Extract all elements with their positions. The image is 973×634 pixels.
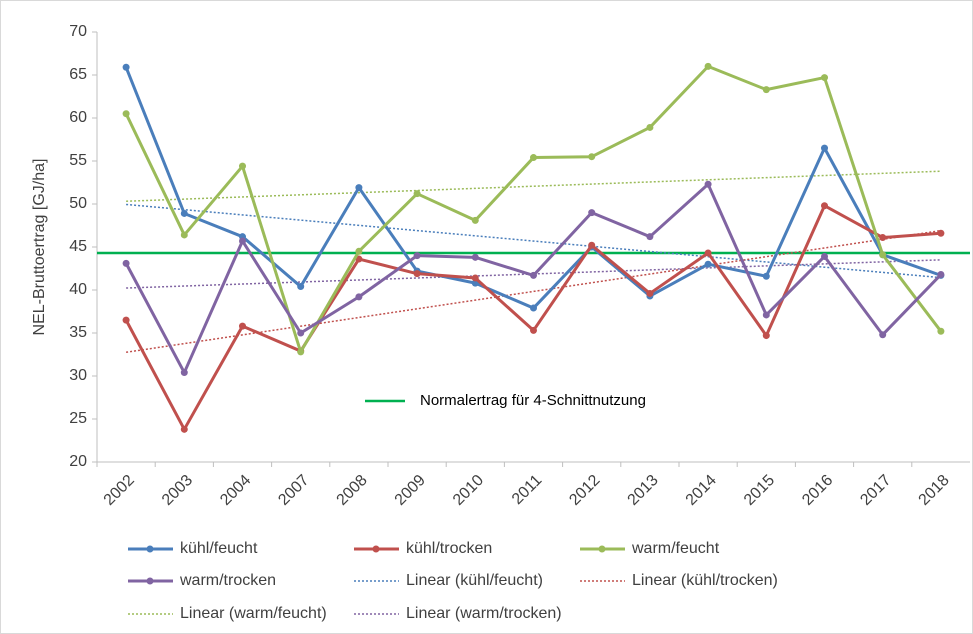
y-tick-label: 25 bbox=[69, 410, 87, 427]
data-point bbox=[122, 316, 130, 324]
data-point bbox=[239, 237, 246, 245]
data-point bbox=[122, 110, 130, 118]
data-point bbox=[180, 231, 188, 239]
y-tick-label: 50 bbox=[69, 195, 87, 212]
y-axis-label: NEL-Bruttoertrag [GJ/ha] bbox=[31, 159, 48, 336]
data-point bbox=[762, 272, 770, 280]
data-point bbox=[239, 322, 246, 330]
data-point bbox=[588, 153, 596, 161]
legend-label: kühl/trocken bbox=[406, 540, 492, 557]
data-point bbox=[937, 271, 945, 279]
data-point bbox=[530, 271, 537, 279]
reference-legend-label: Normalertrag für 4-Schnittnutzung bbox=[420, 392, 646, 409]
data-point bbox=[297, 329, 305, 337]
y-tick-label: 70 bbox=[69, 23, 87, 40]
data-point bbox=[704, 62, 712, 70]
legend-label: Linear (warm/trocken) bbox=[406, 605, 562, 622]
legend-marker bbox=[372, 545, 380, 553]
data-point bbox=[413, 252, 421, 260]
legend-marker bbox=[146, 545, 154, 553]
data-point bbox=[704, 180, 712, 188]
legend-label: Linear (kühl/trocken) bbox=[632, 572, 778, 589]
data-point bbox=[297, 348, 305, 356]
data-point bbox=[821, 144, 828, 152]
data-point bbox=[471, 253, 479, 261]
data-point bbox=[471, 216, 479, 224]
data-point bbox=[122, 259, 130, 267]
data-point bbox=[355, 184, 363, 192]
data-point bbox=[530, 304, 537, 312]
data-point bbox=[821, 252, 828, 260]
legend-label: Linear (kühl/feucht) bbox=[406, 572, 543, 589]
legend-label: warm/trocken bbox=[179, 572, 276, 589]
data-point bbox=[413, 270, 421, 278]
data-point bbox=[704, 249, 712, 257]
legend-marker bbox=[146, 577, 154, 585]
data-point bbox=[471, 274, 479, 282]
data-point bbox=[821, 202, 828, 210]
data-point bbox=[762, 311, 770, 319]
data-point bbox=[879, 331, 887, 339]
y-tick-label: 20 bbox=[69, 453, 87, 470]
trend-line bbox=[126, 203, 941, 279]
data-point bbox=[588, 209, 596, 217]
data-point bbox=[530, 154, 537, 162]
trend-line bbox=[125, 229, 942, 354]
data-point bbox=[355, 247, 363, 255]
data-point bbox=[413, 190, 421, 198]
data-point bbox=[180, 425, 188, 433]
data-point bbox=[879, 234, 887, 242]
data-point bbox=[821, 74, 828, 82]
legend-marker bbox=[598, 545, 606, 553]
legend-label: warm/feucht bbox=[631, 540, 720, 557]
data-point bbox=[646, 233, 654, 241]
y-tick-label: 30 bbox=[69, 367, 87, 384]
y-tick-label: 60 bbox=[69, 109, 87, 126]
data-point bbox=[937, 327, 945, 335]
data-point bbox=[646, 123, 654, 131]
data-point bbox=[879, 251, 887, 259]
y-tick-label: 55 bbox=[69, 152, 87, 169]
y-tick-label: 65 bbox=[69, 66, 87, 83]
data-point bbox=[122, 63, 130, 71]
data-point bbox=[180, 209, 188, 217]
data-point bbox=[239, 162, 246, 170]
data-point bbox=[762, 332, 770, 340]
data-point bbox=[646, 289, 654, 297]
data-point bbox=[937, 229, 945, 237]
data-point bbox=[530, 326, 537, 334]
data-point bbox=[704, 260, 712, 268]
data-point bbox=[762, 86, 770, 94]
legend-label: Linear (warm/feucht) bbox=[180, 605, 327, 622]
data-point bbox=[588, 241, 596, 249]
y-tick-label: 35 bbox=[69, 324, 87, 341]
y-tick-label: 40 bbox=[69, 281, 87, 298]
data-point bbox=[355, 293, 363, 301]
legend-label: kühl/feucht bbox=[180, 540, 258, 557]
data-point bbox=[180, 369, 188, 377]
data-point bbox=[297, 283, 305, 291]
y-tick-label: 45 bbox=[69, 238, 87, 255]
